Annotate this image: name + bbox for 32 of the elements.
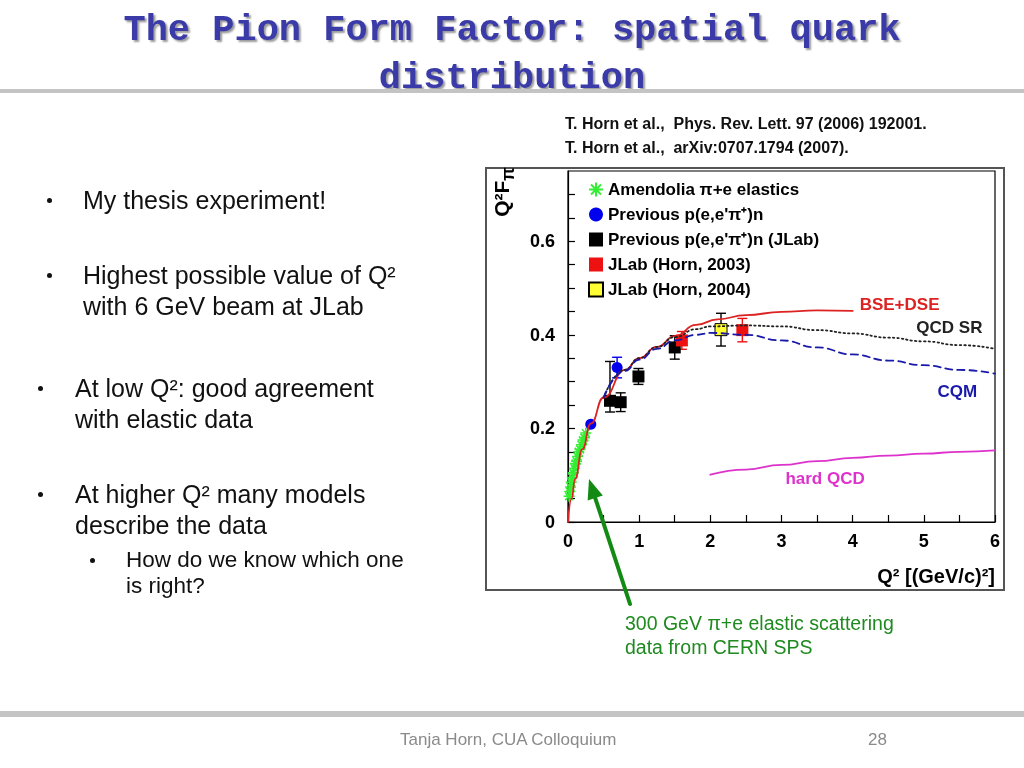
text: T. Horn et al., arXiv:0707.1794 (2007). bbox=[565, 138, 850, 158]
y-tick-label: 0 bbox=[544, 512, 555, 532]
text: At higher Q² many models describe the data bbox=[75, 479, 367, 541]
x-tick-label: 5 bbox=[918, 531, 929, 551]
text: Highest possible value of Q² with 6 GeV beam at JLab bbox=[83, 260, 397, 322]
series-label: CQM bbox=[937, 381, 978, 401]
legend-label: JLab (Horn, 2004) bbox=[608, 280, 751, 299]
chart-title: The Pion Form Factor: spatial quark distribution bbox=[122, 8, 902, 101]
x-tick-label: 6 bbox=[989, 531, 1000, 551]
text: 28 bbox=[868, 729, 888, 751]
text: Tanja Horn, CUA Colloquium bbox=[400, 729, 618, 751]
text: At low Q²: good agreement with elastic data bbox=[75, 373, 375, 435]
x-tick-label: 1 bbox=[634, 531, 645, 551]
text: How do we know which one is right? bbox=[126, 547, 405, 599]
legend-label: Previous p(e,e'π⁺)n bbox=[608, 205, 764, 224]
y-tick-label: 0.4 bbox=[529, 324, 555, 345]
legend-label: Previous p(e,e'π⁺)n (JLab) bbox=[608, 230, 820, 249]
x-axis-title: Q² [(GeV/c)²] bbox=[877, 565, 995, 587]
series-label: QCD SR bbox=[916, 318, 983, 338]
y-tick-label: 0.6 bbox=[529, 231, 555, 252]
x-tick-label: 0 bbox=[562, 531, 574, 551]
text: T. Horn et al., Phys. Rev. Lett. 97 (2006) 192001. bbox=[565, 114, 928, 134]
legend-label: Amendolia π+e elastics bbox=[608, 180, 800, 199]
series-label: BSE+DSE bbox=[859, 295, 940, 315]
x-tick-label: 4 bbox=[847, 531, 858, 551]
x-tick-label: 2 bbox=[705, 531, 716, 551]
x-tick-label: 3 bbox=[776, 531, 787, 551]
text: 300 GeV π+e elastic scattering data from CERN SPS bbox=[625, 611, 895, 659]
legend-label: JLab (Horn, 2003) bbox=[608, 255, 751, 274]
y-tick-label: 0.2 bbox=[529, 418, 555, 439]
series-label: hard QCD bbox=[785, 469, 865, 489]
text: My thesis experiment! bbox=[83, 185, 328, 216]
